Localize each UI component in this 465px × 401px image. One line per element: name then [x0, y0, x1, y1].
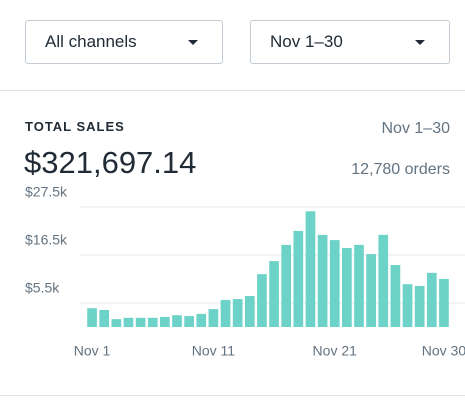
orders: 12,780 orders	[351, 161, 450, 178]
card-heading: TOTAL SALES	[25, 119, 125, 134]
x-tick-label: Nov 1	[74, 343, 111, 359]
bar	[172, 315, 182, 327]
bar	[160, 316, 170, 327]
bar	[147, 317, 158, 327]
period: Nov 1–30	[381, 120, 451, 137]
x-tick-label: Nov 30	[422, 343, 465, 359]
bar	[135, 317, 146, 327]
bar	[269, 261, 279, 327]
divider	[0, 90, 465, 91]
y-tick-label: $5.5k	[25, 280, 60, 296]
bar	[196, 313, 207, 327]
bar	[390, 264, 401, 327]
dropdown-label: All channels	[45, 32, 137, 51]
bar	[208, 309, 219, 327]
bar	[329, 240, 340, 327]
bar	[317, 234, 328, 327]
date-dropdown[interactable]: Nov 1–30	[250, 20, 450, 64]
bar	[257, 274, 267, 327]
x-tick-label: Nov 11	[192, 343, 236, 359]
bar	[99, 309, 110, 327]
bar	[244, 295, 255, 327]
bar	[342, 247, 352, 327]
bar	[281, 244, 292, 327]
bar	[111, 319, 122, 327]
bar	[354, 244, 364, 327]
bar	[293, 230, 304, 327]
divider	[0, 395, 465, 396]
y-tick-label: $27.5k	[25, 184, 68, 200]
bar	[402, 284, 413, 327]
bar	[232, 299, 243, 327]
bar	[414, 285, 425, 327]
y-tick-label: $16.5k	[25, 232, 68, 248]
caret	[415, 40, 425, 45]
bar	[378, 234, 389, 327]
caret	[188, 40, 198, 45]
x-tick-label: Nov 21	[313, 343, 358, 359]
bar	[123, 317, 134, 327]
bar	[439, 278, 449, 327]
bar	[87, 308, 97, 327]
bar	[220, 299, 231, 327]
total-sales: $321,697.14	[24, 145, 197, 180]
bar	[426, 272, 437, 327]
dropdown-label: Nov 1–30	[270, 32, 343, 51]
bar	[184, 316, 194, 327]
channel-dropdown[interactable]: All channels	[25, 20, 223, 64]
bar	[366, 254, 376, 327]
bar	[305, 211, 316, 327]
